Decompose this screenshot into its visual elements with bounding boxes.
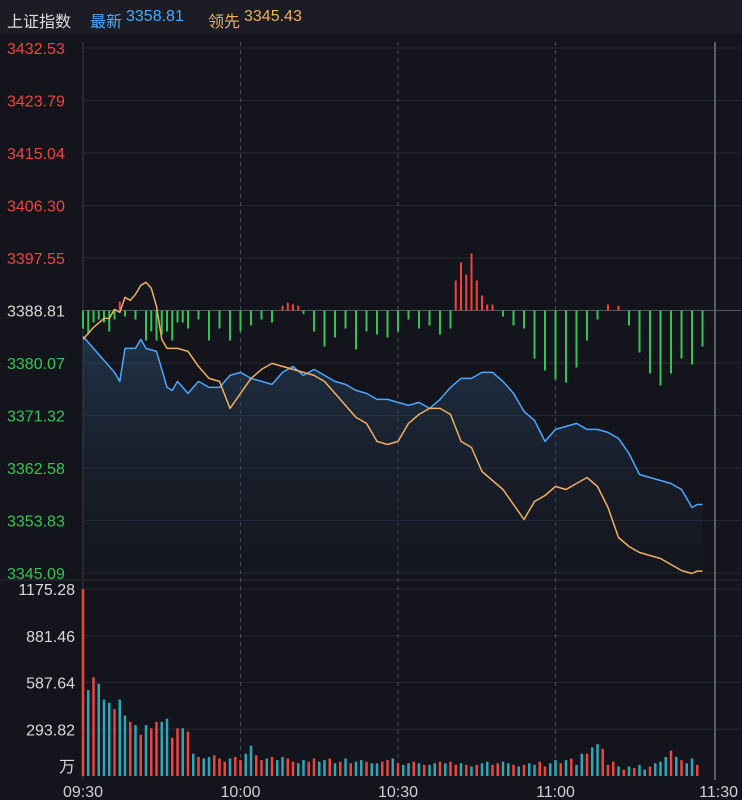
lead-price-line (82, 281, 703, 575)
price-tick-label: 3388.81 (7, 304, 65, 321)
latest-area (83, 336, 703, 573)
time-tick-label: 10:00 (220, 784, 260, 800)
time-tick-label: 10:30 (378, 784, 418, 800)
price-axis-labels: 3432.53 3423.79 3415.04 3406.30 3397.55 3388.… (7, 41, 65, 583)
price-tick-label: 3423.79 (7, 94, 65, 111)
price-tick-label: 3415.04 (7, 146, 65, 163)
price-tick-label: 3406.30 (7, 199, 65, 216)
price-tick-label: 3380.07 (7, 356, 65, 373)
price-area-fill (83, 336, 703, 573)
volume-unit-label: 万 (59, 759, 75, 776)
volume-tick-label: 1175.28 (18, 582, 75, 599)
price-lines (82, 281, 703, 575)
chart-header: 上证指数 最新 3358.81 领先 3345.43 (0, 0, 742, 34)
price-tick-label: 3345.09 (7, 566, 65, 583)
breadth-bars (82, 253, 704, 386)
latest-label: 最新 (90, 14, 123, 31)
time-tick-label: 11:00 (536, 784, 575, 800)
time-tick-label: 11:30 (699, 784, 738, 800)
time-axis-labels: 09:30 10:00 10:30 11:00 11:30 (63, 784, 738, 800)
latest-value: 3358.81 (126, 8, 184, 25)
index-title: 上证指数 (7, 14, 72, 31)
price-tick-label: 3432.53 (7, 41, 65, 58)
lead-value: 3345.43 (244, 8, 302, 25)
volume-tick-label: 587.64 (26, 676, 75, 693)
volume-tick-label: 293.82 (26, 722, 75, 739)
price-tick-label: 3362.58 (7, 461, 65, 478)
volume-axis-labels: 1175.28 881.46 587.64 293.82 万 (18, 582, 75, 776)
price-tick-label: 3353.83 (7, 514, 65, 531)
volume-bars (81, 589, 699, 776)
price-tick-label: 3371.32 (7, 409, 65, 426)
time-tick-label: 09:30 (63, 784, 103, 800)
price-tick-label: 3397.55 (7, 251, 65, 268)
volume-tick-label: 881.46 (26, 629, 75, 646)
lead-label: 领先 (208, 14, 241, 31)
latest-price-line (82, 335, 703, 509)
